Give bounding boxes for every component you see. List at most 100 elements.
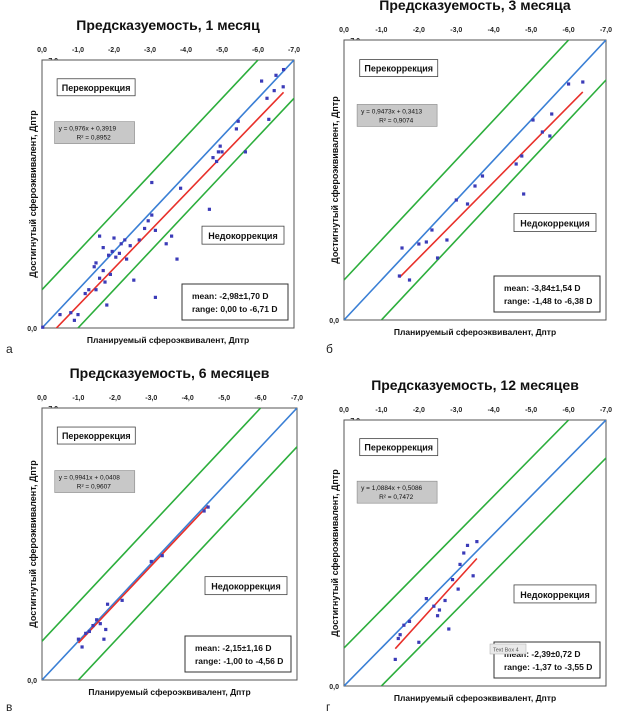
data-point xyxy=(105,602,110,606)
undercorrection-box xyxy=(204,576,288,596)
data-point xyxy=(150,180,154,185)
identity-line xyxy=(344,40,606,320)
x-tick-label: -7,0 xyxy=(600,407,612,414)
data-point xyxy=(104,627,108,632)
data-point xyxy=(80,645,84,649)
x-axis-label: Планируемый сфероэквивалент, Дптр xyxy=(88,687,250,697)
data-point xyxy=(267,117,271,121)
overcorrection-label: Перекоррекция xyxy=(62,431,131,441)
x-tick-label: -4,0 xyxy=(182,395,194,402)
data-point xyxy=(102,637,106,641)
undercorrection-label: Недокоррекция xyxy=(211,582,280,592)
data-point xyxy=(211,156,215,160)
data-points xyxy=(397,80,585,282)
overcorrection-box xyxy=(359,59,439,77)
data-point xyxy=(407,278,412,282)
stats-range: range: -1,37 to -3,55 D xyxy=(504,662,592,672)
data-point xyxy=(112,236,116,240)
panel-letter-g: г xyxy=(326,700,331,714)
data-point xyxy=(105,303,109,307)
trend-line xyxy=(394,557,478,650)
data-point xyxy=(123,238,127,242)
data-point xyxy=(216,150,220,154)
overcorrection-label: Перекоррекция xyxy=(364,443,433,453)
x-tick-label: -6,0 xyxy=(563,407,575,414)
x-tick-label: -1,0 xyxy=(375,407,387,414)
x-tick-label: -2,0 xyxy=(108,47,120,54)
undercorrection-box xyxy=(513,213,597,233)
data-point xyxy=(243,150,247,154)
data-point xyxy=(150,213,154,217)
data-points xyxy=(393,540,479,661)
reference-lines xyxy=(344,420,606,686)
x-tick-label: -5,0 xyxy=(525,407,537,414)
data-point xyxy=(218,144,222,148)
equation-text: y = 1,0884x + 0,5086 xyxy=(361,485,422,492)
data-point xyxy=(114,255,118,259)
data-point xyxy=(581,80,585,84)
data-point xyxy=(95,618,99,622)
data-point xyxy=(215,159,219,164)
data-point xyxy=(202,509,206,513)
stats-mean: mean: -2,98±1,70 D xyxy=(192,291,268,301)
data-point xyxy=(550,112,554,116)
data-point xyxy=(128,244,132,248)
data-point xyxy=(462,551,466,555)
undercorrection-box xyxy=(513,584,597,604)
x-tick-label: -4,0 xyxy=(488,407,500,414)
bound-line-over xyxy=(344,40,570,281)
data-point xyxy=(72,318,76,322)
data-point xyxy=(164,242,168,246)
data-point xyxy=(206,505,210,509)
data-point xyxy=(450,578,455,582)
overcorrection-label: Перекоррекция xyxy=(62,83,131,93)
data-point xyxy=(76,637,81,641)
data-point xyxy=(402,623,406,627)
data-point xyxy=(435,256,440,260)
data-point xyxy=(417,242,421,246)
chart-title: Предсказуемость, 6 месяцев xyxy=(70,365,270,381)
x-tick-label: -7,0 xyxy=(600,27,612,34)
data-point xyxy=(393,657,397,661)
data-point xyxy=(234,127,238,131)
data-point xyxy=(220,150,224,154)
data-point xyxy=(98,234,102,238)
data-point xyxy=(101,246,105,250)
stats-mean: mean: -2,15±1,16 D xyxy=(195,643,271,653)
data-point xyxy=(424,240,428,244)
data-point xyxy=(522,192,526,196)
data-point xyxy=(272,89,276,93)
data-point xyxy=(407,619,412,623)
chart-panel-6-months: Предсказуемость, 6 месяцев 0,0 -1,0 -2,0 -3,… xyxy=(2,365,303,714)
data-point xyxy=(69,311,73,315)
data-point xyxy=(465,543,470,547)
data-point xyxy=(265,96,269,100)
data-point xyxy=(447,627,451,631)
chart-title: Предсказуемость, 1 месяц xyxy=(76,17,260,33)
r-squared-text: R² = 0,9607 xyxy=(77,484,112,491)
bound-line-over xyxy=(344,420,570,649)
panel-letter-a: а xyxy=(6,342,13,356)
x-tick-label: -3,0 xyxy=(144,47,156,54)
data-point xyxy=(153,228,157,232)
data-point xyxy=(432,604,436,608)
text-box-tag-label: Text Box 4 xyxy=(493,648,519,654)
data-point xyxy=(175,257,179,261)
equation-box xyxy=(356,104,438,127)
undercorrection-label: Недокоррекция xyxy=(208,231,277,241)
data-point xyxy=(236,119,240,123)
undercorrection-box xyxy=(201,225,285,245)
x-tick-label: -2,0 xyxy=(413,27,425,34)
data-point xyxy=(58,313,62,317)
data-point xyxy=(417,640,421,644)
data-points xyxy=(41,67,286,329)
scatter-chart-1-month: Предсказуемость, 1 месяц 0,0 -1,0 -2,0 -3,0 -… xyxy=(27,17,300,345)
data-point xyxy=(137,238,141,242)
data-point xyxy=(514,162,518,166)
data-point xyxy=(207,207,211,211)
undercorrection-label: Недокоррекция xyxy=(520,219,589,229)
data-point xyxy=(179,186,183,190)
data-point xyxy=(520,154,524,158)
y-axis-label: Достигнутый сфероэквивалент, Дптр xyxy=(28,460,38,628)
equation-box xyxy=(54,470,136,493)
